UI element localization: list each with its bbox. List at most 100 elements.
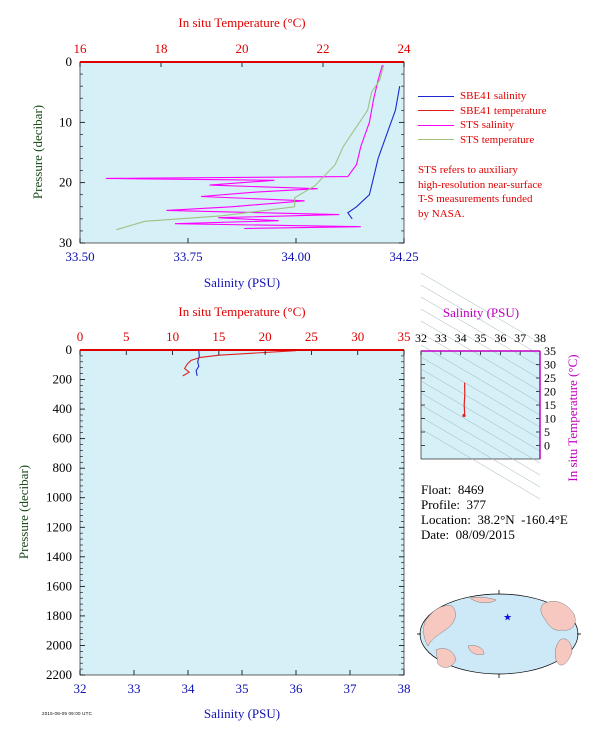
full-profile-axes: 32 33 34 35 36 37 38 0 5 10 15 20 25 30 35 0 200 400 600 80… bbox=[46, 329, 411, 696]
near-surface-top-tick-label: 20 bbox=[236, 41, 249, 56]
ts-y-tick-label: 15 bbox=[544, 398, 556, 412]
ts-density-contour bbox=[420, 416, 541, 488]
ts-x-tick-label: 33 bbox=[435, 331, 447, 345]
full-profile-y-tick-label: 1600 bbox=[46, 578, 72, 593]
full-profile-sbe41-salinity-line bbox=[195, 350, 200, 377]
near-surface-bottom-axis-title: Salinity (PSU) bbox=[204, 275, 280, 290]
full-profile-plot-area bbox=[79, 349, 405, 676]
near-surface-y-tick-label: 30 bbox=[59, 235, 72, 250]
near-surface-axes: 33.50 33.75 34.00 34.25 16 18 20 22 24 0 10 20 30 bbox=[59, 41, 419, 264]
ts-y-tick-label: 10 bbox=[544, 412, 556, 426]
legend-label: SBE41 salinity bbox=[460, 90, 527, 102]
float-location: Location: 38.2°N -160.4°E bbox=[421, 512, 568, 527]
float-id: Float: 8469 bbox=[421, 482, 484, 497]
full-profile-y-tick-label: 1000 bbox=[46, 490, 72, 505]
full-profile-top-tick-label: 20 bbox=[259, 329, 272, 344]
near-surface-series bbox=[105, 64, 401, 231]
ts-density-contour bbox=[420, 296, 541, 368]
legend-label: SBE41 temperature bbox=[460, 104, 547, 117]
full-profile-y-axis-title: Pressure (decibar) bbox=[16, 465, 31, 559]
legend-item: SBE41 temperature bbox=[418, 104, 546, 119]
full-profile-bottom-axis-title: Salinity (PSU) bbox=[204, 706, 280, 721]
legend-item: STS temperature bbox=[418, 133, 546, 148]
ts-density-contour bbox=[420, 392, 541, 464]
ts-density-contour bbox=[420, 368, 541, 440]
full-profile-y-tick-label: 800 bbox=[53, 460, 73, 475]
full-profile-sbe41-temperature-line bbox=[182, 350, 296, 377]
near-surface-sts-temperature-line bbox=[116, 64, 385, 231]
ts-top-axis-title: Salinity (PSU) bbox=[443, 305, 519, 320]
ts-y-tick-label: 25 bbox=[544, 371, 556, 385]
near-surface-plot-area bbox=[79, 61, 405, 244]
ts-y-tick-label: 30 bbox=[544, 358, 556, 372]
sts-note-line: high-resolution near-surface bbox=[418, 178, 543, 191]
sts-note-line: by NASA. bbox=[418, 207, 465, 220]
ts-density-contour bbox=[420, 356, 541, 428]
near-surface-x-tick-label: 34.00 bbox=[281, 249, 310, 264]
near-surface-x-tick-label: 33.75 bbox=[173, 249, 202, 264]
ts-density-contour bbox=[420, 428, 541, 500]
float-info: Float: 8469 Profile: 377 Location: 38.2°… bbox=[421, 482, 568, 542]
ts-profile-end-point bbox=[462, 413, 466, 418]
legend-label: STS salinity bbox=[460, 119, 515, 131]
ts-density-contour bbox=[420, 308, 541, 380]
full-profile-top-tick-label: 25 bbox=[305, 329, 318, 344]
legend-item: STS salinity bbox=[418, 118, 546, 133]
ts-y-tick-label: 0 bbox=[544, 439, 550, 453]
full-profile-y-tick-label: 1200 bbox=[46, 519, 72, 534]
full-profile-top-tick-label: 35 bbox=[398, 329, 411, 344]
credit-text: 2015-08-09 09:00 UTC bbox=[42, 711, 93, 716]
near-surface-y-tick-label: 10 bbox=[59, 114, 72, 129]
ts-density-contour bbox=[420, 284, 541, 356]
full-profile-x-tick-label: 33 bbox=[128, 681, 141, 696]
legend: SBE41 salinity SBE41 temperature STS salin… bbox=[418, 89, 546, 147]
sts-note: STS refers to auxiliary high-resolution … bbox=[418, 163, 598, 221]
location-map: ★ bbox=[417, 590, 581, 678]
full-profile-y-tick-label: 0 bbox=[66, 342, 73, 357]
ts-y-tick-label: 35 bbox=[544, 344, 556, 358]
full-profile-top-tick-label: 30 bbox=[351, 329, 364, 344]
ts-x-tick-label: 35 bbox=[475, 331, 487, 345]
full-profile-top-tick-label: 10 bbox=[166, 329, 179, 344]
legend-swatch bbox=[418, 139, 454, 141]
ts-density-contour bbox=[420, 404, 541, 476]
near-surface-top-axis-title: In situ Temperature (°C) bbox=[178, 15, 305, 30]
legend-swatch bbox=[418, 95, 454, 97]
full-profile-x-tick-label: 38 bbox=[398, 681, 411, 696]
near-surface-top-tick-label: 24 bbox=[398, 41, 412, 56]
legend-item: SBE41 salinity bbox=[418, 89, 546, 104]
float-location-marker: ★ bbox=[503, 613, 512, 624]
ts-density-contour bbox=[420, 380, 541, 452]
ts-profile-line bbox=[463, 382, 466, 416]
full-profile-x-tick-label: 35 bbox=[236, 681, 249, 696]
full-profile-series bbox=[182, 350, 296, 377]
near-surface-top-tick-label: 16 bbox=[74, 41, 88, 56]
sts-note-line: T-S measurements funded bbox=[418, 193, 533, 205]
ts-density-contour bbox=[420, 272, 541, 344]
legend-label: STS temperature bbox=[460, 133, 535, 146]
full-profile-y-tick-label: 1800 bbox=[46, 608, 72, 623]
ts-x-tick-label: 36 bbox=[494, 331, 506, 345]
ts-x-tick-label: 34 bbox=[455, 331, 467, 345]
near-surface-sbe41-salinity-line bbox=[347, 86, 401, 220]
ts-x-tick-label: 38 bbox=[534, 331, 546, 345]
full-profile-panel: 32 33 34 35 36 37 38 0 5 10 15 20 25 30 35 0 200 400 600 80… bbox=[16, 304, 411, 721]
map-graticule-ticks bbox=[417, 590, 581, 678]
full-profile-y-tick-label: 1400 bbox=[46, 549, 72, 564]
ts-diagram-plot-area bbox=[420, 350, 541, 460]
profile-number: Profile: 377 bbox=[421, 497, 486, 512]
sts-note-line: STS refers to auxiliary bbox=[418, 164, 518, 176]
ts-density-contour bbox=[420, 320, 541, 392]
near-surface-y-tick-label: 20 bbox=[59, 175, 72, 190]
full-profile-x-tick-label: 37 bbox=[344, 681, 358, 696]
ts-density-contour bbox=[420, 332, 541, 404]
near-surface-y-axis-title: Pressure (decibar) bbox=[30, 105, 45, 199]
full-profile-y-tick-label: 400 bbox=[53, 401, 73, 416]
near-surface-top-tick-label: 22 bbox=[317, 41, 330, 56]
legend-swatch bbox=[418, 110, 454, 112]
legend-swatch bbox=[418, 124, 454, 126]
near-surface-top-tick-label: 18 bbox=[155, 41, 168, 56]
